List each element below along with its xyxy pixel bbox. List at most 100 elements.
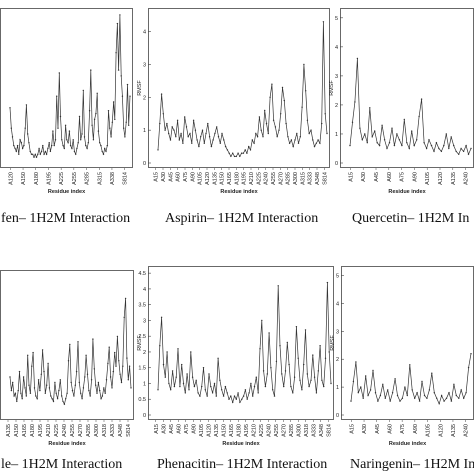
rmsf-point [99, 389, 101, 392]
rmsf-point [277, 285, 279, 287]
rmsf-point [77, 142, 79, 144]
rmsf-point [104, 147, 106, 150]
rmsf-point [354, 101, 356, 103]
y-tick-label: 3 [143, 318, 146, 324]
x-tick-label: A240 [62, 424, 68, 437]
x-tick-label: S814 [326, 424, 332, 437]
rmsf-point [53, 144, 55, 147]
x-tick-label: A240 [464, 172, 470, 185]
rmsf-point [75, 153, 77, 155]
rmsf-point [112, 101, 115, 103]
rmsf-point [184, 392, 186, 394]
rmsf-point [460, 147, 462, 150]
rmsf-point [69, 343, 71, 346]
rmsf-point [168, 382, 170, 385]
rmsf-point [355, 361, 357, 363]
rmsf-point [299, 136, 301, 138]
rmsf-point [455, 394, 457, 397]
rmsf-point [372, 369, 374, 372]
rmsf-point [364, 133, 366, 135]
x-tick-label: A210 [251, 424, 257, 437]
x-tick-label: A165 [229, 424, 235, 437]
rmsf-point [51, 144, 53, 147]
y-tick-label: 5 [335, 16, 338, 22]
rmsf-point [57, 127, 59, 129]
rmsf-point [120, 381, 123, 384]
rmsf-point [25, 395, 27, 397]
rmsf-point [175, 136, 177, 138]
rmsf-point [83, 136, 86, 138]
x-tick-label: A225 [259, 424, 265, 437]
plot-frame [0, 8, 133, 168]
rmsf-point [259, 348, 261, 350]
x-tick-label: S814 [126, 424, 132, 437]
rmsf-point [411, 130, 413, 132]
x-tick-label: A348 [319, 424, 325, 437]
rmsf-point [103, 387, 105, 389]
rmsf-point [107, 110, 110, 112]
rmsf-point [171, 370, 174, 372]
rmsf-point [270, 367, 272, 369]
panel-caption: Naringenin– 1H2M In [350, 457, 474, 472]
rmsf-point [191, 142, 193, 144]
rmsf-point [462, 150, 465, 153]
rmsf-point [58, 72, 60, 74]
x-tick-label: A150 [221, 424, 227, 437]
x-tick-label: A338 [110, 172, 116, 185]
x-tick-label: A150 [21, 172, 27, 185]
rmsf-point [288, 363, 290, 366]
rmsf-point [71, 147, 73, 150]
rmsf-point [463, 397, 465, 399]
rmsf-point [317, 370, 319, 372]
y-tick-label: 0 [336, 413, 339, 419]
rmsf-point [114, 118, 116, 121]
rmsf-point [111, 121, 114, 124]
rmsf-point [210, 145, 213, 148]
x-tick-label: A300 [296, 424, 302, 437]
rmsf-point [396, 133, 398, 135]
rmsf-point [116, 22, 119, 25]
rmsf-point [330, 382, 332, 385]
rmsf-point [423, 142, 425, 144]
rmsf-point [43, 370, 45, 373]
rmsf-point [292, 392, 294, 394]
rmsf-point [421, 380, 423, 383]
rmsf-point [78, 115, 81, 118]
rmsf-point [403, 118, 405, 121]
x-tick-label: A90 [191, 424, 197, 434]
rmsf-point [56, 95, 58, 97]
x-tick-label: A75 [183, 172, 189, 182]
y-tick-label: 3 [336, 329, 339, 335]
rmsf-point [301, 389, 303, 391]
x-tick-label: A210 [46, 424, 52, 437]
rmsf-point [257, 392, 259, 394]
rmsf-point [100, 398, 102, 400]
rmsf-point [413, 144, 415, 147]
rmsf-point [438, 147, 440, 150]
rmsf-point [159, 345, 161, 347]
rmsf-point [111, 387, 113, 389]
x-tick-label: A135 [6, 424, 12, 437]
rmsf-point [182, 142, 184, 144]
rmsf-point [88, 389, 90, 392]
rmsf-point [361, 139, 363, 141]
rmsf-point [433, 150, 435, 153]
rmsf-point [31, 365, 33, 367]
x-tick-label: A195 [244, 424, 250, 437]
x-tick-label: A75 [400, 172, 406, 182]
rmsf-point [23, 144, 25, 147]
x-tick-label: A180 [34, 172, 40, 185]
chart-panel-top-right: 0 1 2 3 4 5 RMSF A15 A30 A45 A60 A75 A90 A105 A120 A135… [329, 8, 474, 226]
rmsf-point [75, 370, 78, 373]
rmsf-point [219, 379, 221, 381]
x-tick-label: A150 [14, 424, 20, 437]
rmsf-point [39, 389, 41, 392]
rmsf-point [448, 147, 450, 150]
rmsf-point [214, 132, 216, 135]
rmsf-point [96, 92, 98, 95]
rmsf-point [128, 124, 130, 127]
rmsf-point [250, 382, 252, 385]
rmsf-point [310, 129, 312, 131]
x-tick-label: A318 [304, 424, 310, 437]
rmsf-point [93, 118, 96, 121]
